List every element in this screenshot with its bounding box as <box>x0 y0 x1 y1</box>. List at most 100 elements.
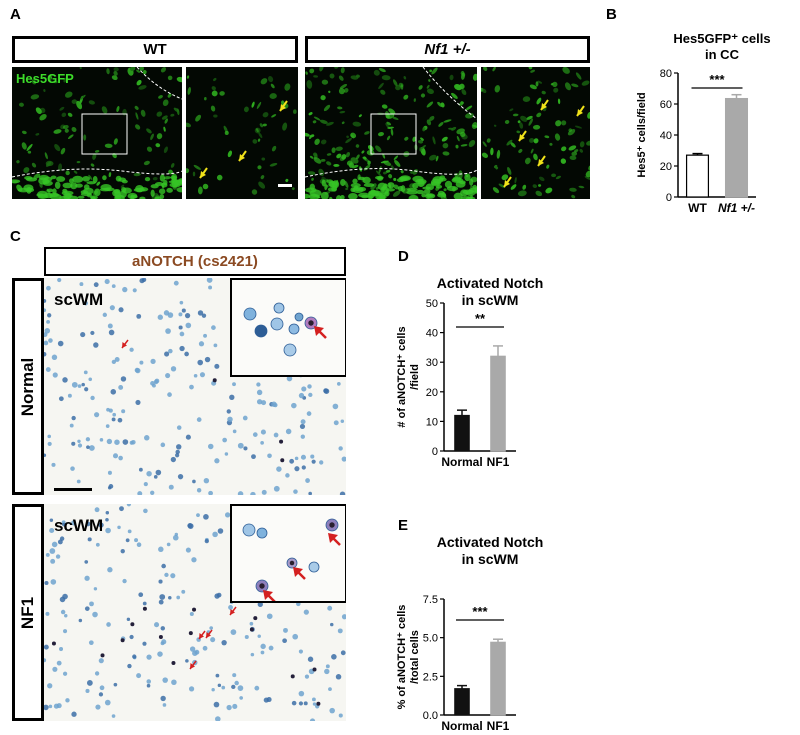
gfp-cell <box>460 131 466 138</box>
nucleus <box>141 278 147 282</box>
gfp-cell <box>387 126 394 129</box>
gfp-cell <box>554 133 561 141</box>
gfp-cell <box>340 67 345 74</box>
gfp-cell <box>176 76 182 83</box>
nucleus <box>176 595 181 600</box>
nucleus <box>105 517 109 522</box>
gfp-cell <box>514 177 517 184</box>
nucleus <box>44 340 49 346</box>
nucleus <box>121 409 126 414</box>
gfp-cell <box>305 132 310 137</box>
gfp-cell <box>383 171 387 175</box>
nucleus <box>44 580 49 586</box>
nucleus <box>196 488 202 493</box>
anotch-positive-nucleus <box>192 607 197 612</box>
nucleus <box>127 529 132 534</box>
panel-letter-a: A <box>10 6 21 23</box>
nucleus <box>176 425 182 430</box>
nucleus <box>62 377 68 383</box>
gfp-band-cell <box>130 194 135 199</box>
x-category-label: Nf1 +/- <box>718 201 755 215</box>
yellow-arrowhead <box>200 171 206 178</box>
nucleus <box>260 441 264 445</box>
nucleus <box>111 284 116 289</box>
gfp-cell <box>545 187 553 194</box>
nucleus <box>237 442 244 449</box>
nucleus <box>86 680 93 686</box>
nucleus <box>80 332 86 338</box>
nucleus <box>44 298 47 303</box>
gfp-cell <box>79 67 82 70</box>
nucleus <box>104 279 110 285</box>
nucleus <box>185 434 191 440</box>
gfp-cell <box>459 83 465 90</box>
gfp-band-cell <box>158 188 166 195</box>
nucleus <box>203 478 210 484</box>
nucleus <box>221 685 226 690</box>
gfp-band-cell <box>102 175 107 181</box>
nucleus <box>50 558 56 564</box>
gfp-cell <box>465 112 474 119</box>
nucleus <box>335 674 342 680</box>
nf1-micrograph-svg <box>305 67 477 199</box>
gfp-cell <box>313 116 321 121</box>
nucleus <box>142 601 147 606</box>
gfp-band-cell <box>176 186 182 193</box>
nucleus <box>168 348 173 354</box>
nucleus <box>291 700 297 706</box>
nucleus <box>286 375 293 382</box>
nucleus <box>211 325 216 330</box>
nucleus <box>146 470 152 477</box>
nucleus <box>299 423 306 430</box>
nucleus <box>293 489 298 494</box>
wt-header-box: WT <box>12 36 298 63</box>
y-tick-label: 0 <box>666 192 672 204</box>
gfp-cell <box>338 88 345 95</box>
gfp-cell <box>456 135 460 142</box>
gfp-cell <box>461 72 465 80</box>
nucleus <box>339 491 346 495</box>
gfp-cell <box>579 148 583 153</box>
gfp-cell <box>35 133 40 136</box>
nucleus <box>114 439 120 445</box>
gfp-cell <box>536 97 542 105</box>
nucleus <box>98 658 104 664</box>
nucleus <box>111 714 116 718</box>
nucleus <box>231 684 236 690</box>
gfp-cell <box>468 139 476 148</box>
nucleus <box>250 652 255 657</box>
gfp-cell <box>588 165 590 171</box>
gfp-cell <box>309 155 314 159</box>
nucleus <box>201 313 207 318</box>
gfp-cell <box>562 67 570 74</box>
gfp-cell <box>65 170 70 176</box>
nucleus <box>44 352 47 357</box>
yellow-arrowhead <box>538 159 544 166</box>
nucleus <box>168 595 172 600</box>
nucleus <box>50 579 57 585</box>
gfp-band-cell <box>26 187 35 193</box>
nucleus <box>170 366 177 372</box>
gfp-cell <box>224 130 229 135</box>
nucleus <box>47 441 52 446</box>
gfp-cell <box>140 109 146 117</box>
nucleus <box>108 329 115 336</box>
anotch-positive-nucleus <box>249 627 254 632</box>
nucleus <box>138 592 144 598</box>
gfp-cell <box>443 188 447 192</box>
nucleus <box>263 697 269 703</box>
gfp-cell <box>339 83 348 89</box>
chart-title-line: Activated Notch <box>437 534 544 550</box>
gfp-cell <box>533 153 538 161</box>
nucleus <box>232 429 237 434</box>
gfp-cell <box>323 104 331 112</box>
gfp-cell <box>426 101 434 108</box>
gfp-cell <box>104 143 113 148</box>
gfp-cell <box>79 94 86 100</box>
nucleus <box>78 618 83 623</box>
gfp-cell <box>529 84 537 90</box>
gfp-band-cell <box>46 188 54 193</box>
x-category-label: WT <box>688 201 707 215</box>
nucleus <box>56 660 62 666</box>
